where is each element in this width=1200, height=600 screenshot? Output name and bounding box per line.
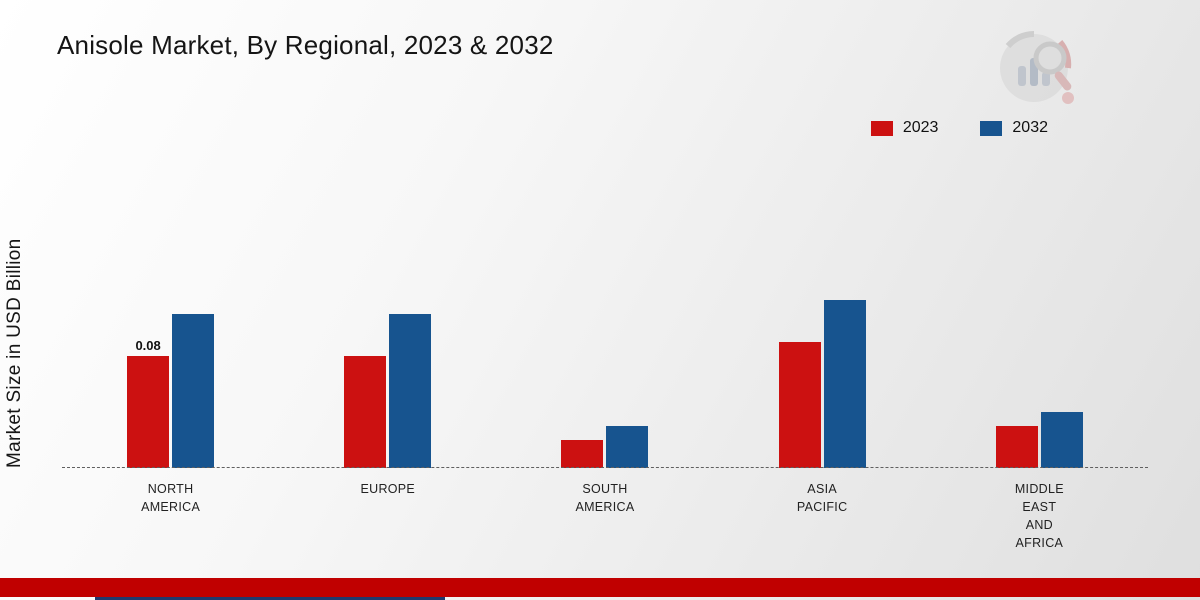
y-axis-label: Market Size in USD Billion [4, 238, 25, 468]
legend-label-2023: 2023 [902, 119, 939, 136]
x-axis-baseline [62, 467, 1148, 468]
bars-europe [344, 314, 432, 468]
plot-area: 0.08 NORTH AMERICA EUROPE SOUTH AMERICA ASIA… [62, 168, 1148, 550]
bar-group-north-america: 0.08 NORTH AMERICA [127, 168, 215, 514]
bar-group-asia-pacific: ASIA PACIFIC [778, 168, 866, 514]
bar-2023-north-america: 0.08 [127, 338, 170, 468]
bars-asia-pacific [778, 300, 866, 468]
bar-2032-south-america [606, 426, 649, 468]
legend-label-2032: 2032 [1012, 119, 1048, 136]
bar-2023-south-america [561, 440, 604, 468]
footer-navy-bar [95, 597, 445, 600]
bar-2032-middle-east-and-africa [1040, 412, 1083, 468]
legend-item-2023: 2023 [870, 119, 939, 137]
footer-red-bar [0, 578, 1200, 597]
bar-group-europe: EUROPE [344, 168, 432, 496]
legend-item-2032: 2032 [980, 119, 1048, 137]
brand-logo-icon [1000, 30, 1074, 104]
bar-2032-asia-pacific [823, 300, 866, 468]
category-label-asia-pacific: ASIA PACIFIC [796, 482, 848, 515]
bar-2032-europe [389, 314, 432, 468]
chart-legend: 2023 2032 [870, 119, 1048, 137]
legend-swatch-2032-icon [980, 120, 1003, 136]
bar-value-label-2023-north-america: 0.08 [135, 338, 161, 353]
bars-middle-east-and-africa [995, 412, 1083, 468]
bar-groups-container: 0.08 NORTH AMERICA EUROPE SOUTH AMERICA ASIA… [62, 168, 1148, 550]
legend-swatch-2023-icon [870, 120, 893, 136]
category-label-south-america: SOUTH AMERICA [575, 482, 635, 515]
bar-2032-north-america [172, 314, 215, 468]
bars-south-america [561, 426, 649, 468]
category-label-north-america: NORTH AMERICA [141, 482, 201, 515]
bar-2023-asia-pacific [778, 342, 821, 468]
bar-group-middle-east-and-africa: MIDDLE EAST AND AFRICA [995, 168, 1083, 550]
bar-2023-middle-east-and-africa [995, 426, 1038, 468]
bar-2023-europe [344, 356, 387, 468]
category-label-middle-east-and-africa: MIDDLE EAST AND AFRICA [1014, 482, 1064, 551]
chart-title: Anisole Market, By Regional, 2023 & 2032 [57, 30, 554, 60]
bars-north-america: 0.08 [127, 314, 215, 468]
bar-group-south-america: SOUTH AMERICA [561, 168, 649, 514]
category-label-europe: EUROPE [360, 482, 416, 496]
